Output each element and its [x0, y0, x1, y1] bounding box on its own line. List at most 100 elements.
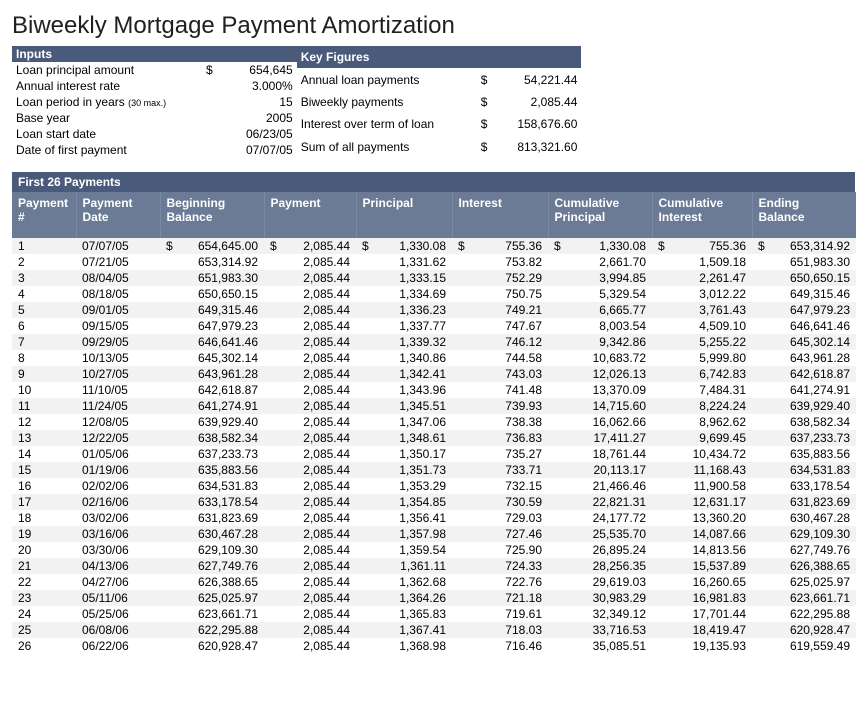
- cell-cum-interest: 8,962.62: [652, 414, 752, 430]
- schedule-col-header: BeginningBalance: [160, 192, 264, 238]
- cell-interest: 743.03: [452, 366, 548, 382]
- inputs-row: Annual interest rate3.000%: [12, 78, 297, 94]
- cell-payment-number: 4: [12, 286, 76, 302]
- cell-cum-interest: 7,484.31: [652, 382, 752, 398]
- cell-ending-balance: 623,661.71: [752, 590, 856, 606]
- inputs-row: Loan start date06/23/05: [12, 126, 297, 142]
- cell-interest: 736.83: [452, 430, 548, 446]
- cell-payment-date: 05/25/06: [76, 606, 160, 622]
- cell-cum-interest: 11,900.58: [652, 478, 752, 494]
- cell-payment-date: 09/29/05: [76, 334, 160, 350]
- schedule-heading: First 26 Payments: [12, 172, 855, 192]
- cell-cum-interest: 18,419.47: [652, 622, 752, 638]
- schedule-col-header: EndingBalance: [752, 192, 856, 238]
- keyfig-label: Annual loan payments: [297, 68, 477, 90]
- input-currency: [202, 110, 217, 126]
- cell-beginning-balance: 645,302.14: [160, 350, 264, 366]
- keyfig-currency: $: [477, 91, 492, 113]
- cell-interest: 747.67: [452, 318, 548, 334]
- cell-cum-interest: 10,434.72: [652, 446, 752, 462]
- cell-cum-interest: 5,255.22: [652, 334, 752, 350]
- cell-cum-principal: 30,983.29: [548, 590, 652, 606]
- cell-principal: 1,354.85: [356, 494, 452, 510]
- cell-cum-interest: 8,224.24: [652, 398, 752, 414]
- schedule-row: 1702/16/06633,178.542,085.441,354.85730.…: [12, 494, 856, 510]
- cell-cum-interest: 16,260.65: [652, 574, 752, 590]
- cell-ending-balance: 629,109.30: [752, 526, 856, 542]
- cell-cum-principal: 18,761.44: [548, 446, 652, 462]
- cell-payment: 2,085.44: [264, 286, 356, 302]
- cell-payment-number: 8: [12, 350, 76, 366]
- cell-payment-number: 5: [12, 302, 76, 318]
- schedule-row: 207/21/05653,314.922,085.441,331.62753.8…: [12, 254, 856, 270]
- schedule-col-header: Payment: [264, 192, 356, 238]
- cell-payment-date: 09/15/05: [76, 318, 160, 334]
- cell-payment-date: 03/30/06: [76, 542, 160, 558]
- cell-payment: 2,085.44: [264, 542, 356, 558]
- cell-payment-number: 26: [12, 638, 76, 654]
- cell-payment: 2,085.44: [264, 414, 356, 430]
- cell-payment-number: 17: [12, 494, 76, 510]
- cell-cum-principal: 24,177.72: [548, 510, 652, 526]
- cell-cum-principal: 25,535.70: [548, 526, 652, 542]
- schedule-row: 1011/10/05642,618.872,085.441,343.96741.…: [12, 382, 856, 398]
- schedule-row: 709/29/05646,641.462,085.441,339.32746.1…: [12, 334, 856, 350]
- cell-payment-date: 12/22/05: [76, 430, 160, 446]
- page-title: Biweekly Mortgage Payment Amortization: [12, 12, 855, 40]
- cell-payment-number: 22: [12, 574, 76, 590]
- cell-principal: 1,347.06: [356, 414, 452, 430]
- cell-payment: 2,085.44: [264, 254, 356, 270]
- cell-cum-interest: 19,135.93: [652, 638, 752, 654]
- cell-payment-date: 11/10/05: [76, 382, 160, 398]
- cell-beginning-balance: 653,314.92: [160, 254, 264, 270]
- cell-ending-balance: 651,983.30: [752, 254, 856, 270]
- cell-cum-interest: 3,761.43: [652, 302, 752, 318]
- cell-beginning-balance: 627,749.76: [160, 558, 264, 574]
- cell-beginning-balance: 623,661.71: [160, 606, 264, 622]
- schedule-row: 1111/24/05641,274.912,085.441,345.51739.…: [12, 398, 856, 414]
- cell-ending-balance: 645,302.14: [752, 334, 856, 350]
- input-value: 07/07/05: [217, 142, 297, 158]
- cell-interest: $755.36: [452, 238, 548, 254]
- keyfig-currency: $: [477, 68, 492, 90]
- cell-cum-principal: 5,329.54: [548, 286, 652, 302]
- cell-cum-principal: 12,026.13: [548, 366, 652, 382]
- input-value: 654,645: [217, 62, 297, 78]
- cell-principal: 1,342.41: [356, 366, 452, 382]
- cell-payment: 2,085.44: [264, 398, 356, 414]
- cell-ending-balance: 642,618.87: [752, 366, 856, 382]
- input-label: Annual interest rate: [12, 78, 202, 94]
- cell-principal: 1,362.68: [356, 574, 452, 590]
- cell-payment: 2,085.44: [264, 430, 356, 446]
- cell-payment: 2,085.44: [264, 446, 356, 462]
- cell-beginning-balance: 629,109.30: [160, 542, 264, 558]
- cell-principal: 1,351.73: [356, 462, 452, 478]
- cell-ending-balance: 641,274.91: [752, 382, 856, 398]
- cell-cum-principal: 3,994.85: [548, 270, 652, 286]
- cell-interest: 750.75: [452, 286, 548, 302]
- cell-interest: 746.12: [452, 334, 548, 350]
- inputs-panel: Inputs Loan principal amount$654,645Annu…: [12, 46, 297, 158]
- cell-cum-principal: 17,411.27: [548, 430, 652, 446]
- cell-payment-date: 06/08/06: [76, 622, 160, 638]
- cell-payment-date: 11/24/05: [76, 398, 160, 414]
- input-label: Loan principal amount: [12, 62, 202, 78]
- key-figures-heading: Key Figures: [297, 46, 582, 68]
- cell-principal: 1,333.15: [356, 270, 452, 286]
- cell-interest: 753.82: [452, 254, 548, 270]
- cell-payment-number: 2: [12, 254, 76, 270]
- cell-payment-number: 12: [12, 414, 76, 430]
- cell-payment-date: 02/16/06: [76, 494, 160, 510]
- cell-ending-balance: 619,559.49: [752, 638, 856, 654]
- schedule-table: Payment#PaymentDateBeginningBalancePayme…: [12, 192, 856, 654]
- cell-interest: 739.93: [452, 398, 548, 414]
- cell-beginning-balance: 643,961.28: [160, 366, 264, 382]
- cell-payment: 2,085.44: [264, 558, 356, 574]
- cell-cum-principal: 6,665.77: [548, 302, 652, 318]
- cell-payment-number: 7: [12, 334, 76, 350]
- cell-principal: 1,357.98: [356, 526, 452, 542]
- cell-payment: 2,085.44: [264, 606, 356, 622]
- input-currency: $: [202, 62, 217, 78]
- cell-cum-interest: 6,742.83: [652, 366, 752, 382]
- cell-cum-principal: 29,619.03: [548, 574, 652, 590]
